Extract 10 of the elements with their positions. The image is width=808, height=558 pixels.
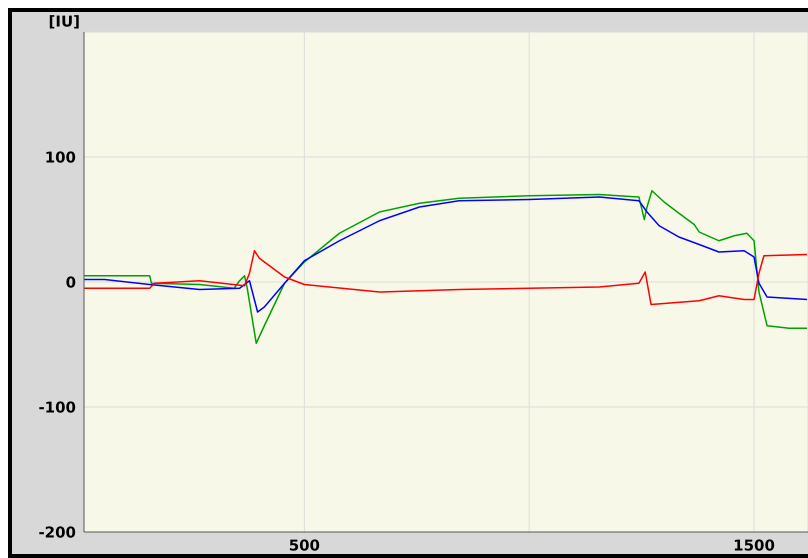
line-series [84, 250, 808, 306]
y-tick-label: -100 [38, 398, 76, 416]
y-tick-label: 100 [44, 148, 76, 166]
y-tick-label: -200 [38, 523, 76, 542]
line-series [84, 196, 808, 313]
line-series [84, 190, 808, 344]
y-tick-label: 0 [66, 273, 76, 292]
y-axis-title: [IU] [48, 12, 80, 31]
x-tick-label: 500 [288, 536, 320, 555]
x-tick-label: 1500 [733, 536, 775, 555]
